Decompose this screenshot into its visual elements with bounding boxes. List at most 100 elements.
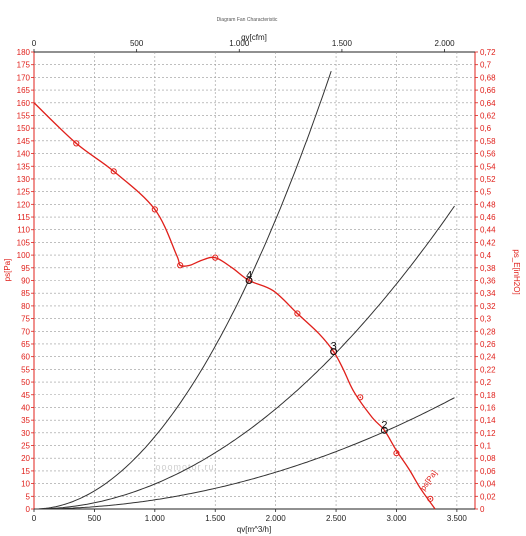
left-tick-label: 180 — [17, 48, 31, 57]
left-tick-label: 35 — [21, 416, 30, 425]
left-tick-label: 20 — [21, 454, 30, 463]
bottom-tick-label: 1.000 — [145, 514, 166, 523]
left-tick-label: 0 — [26, 505, 31, 514]
left-tick-label: 120 — [17, 200, 31, 209]
fan-curve-marker-dot — [179, 264, 181, 267]
operating-point — [380, 426, 388, 434]
left-tick-label: 110 — [17, 226, 30, 235]
fan-curve-marker-dot — [296, 312, 299, 315]
operating-point — [330, 348, 338, 356]
right-tick-label: 0,48 — [480, 200, 496, 209]
left-tick-label: 135 — [17, 162, 31, 171]
right-tick-label: 0,06 — [480, 467, 496, 476]
right-tick-label: 0,02 — [480, 492, 496, 501]
fan-curve-marker — [73, 140, 80, 147]
right-tick-label: 0,26 — [480, 340, 496, 349]
right-tick-label: 0,54 — [480, 162, 496, 171]
right-axis-label: ps_E[inH2O] — [512, 249, 521, 294]
fan-curve-marker — [427, 495, 434, 502]
right-tick-label: 0 — [480, 505, 485, 514]
fan-curve-marker — [212, 254, 219, 261]
right-tick-label: 0,22 — [480, 365, 496, 374]
fan-curve-marker-dot — [248, 279, 250, 282]
right-tick-label: 0,64 — [480, 99, 496, 108]
right-tick-label: 0,7 — [480, 61, 492, 70]
bottom-tick-label: 500 — [88, 514, 102, 523]
left-tick-label: 140 — [17, 150, 31, 159]
right-tick-label: 0,2 — [480, 378, 492, 387]
fan-curve-marker-dot — [75, 142, 78, 145]
left-tick-label: 50 — [21, 378, 30, 387]
fan-curve-marker — [357, 394, 364, 401]
top-tick-label: 0 — [32, 39, 37, 48]
left-tick-label: 45 — [21, 391, 30, 400]
left-tick-label: 15 — [21, 467, 30, 476]
fan-curve-label: ps[Pa] — [419, 469, 439, 493]
right-tick-label: 0,38 — [480, 264, 496, 273]
right-tick-label: 0,66 — [480, 86, 496, 95]
bottom-tick-label: 3.000 — [386, 514, 407, 523]
left-tick-label: 75 — [21, 315, 30, 324]
right-tick-label: 0,32 — [480, 302, 496, 311]
fan-curve-marker-dot — [429, 498, 432, 500]
operating-point-label: 3 — [331, 341, 337, 353]
right-tick-label: 0,72 — [480, 48, 496, 57]
operating-point — [245, 277, 253, 284]
fan-curve — [33, 102, 436, 510]
left-axis-label: ps[Pa] — [3, 259, 12, 282]
left-tick-label: 5 — [26, 492, 31, 501]
right-tick-label: 0,12 — [480, 429, 496, 438]
right-tick-label: 0,58 — [480, 137, 496, 146]
fan-curve-marker-dot — [112, 170, 115, 173]
fan-curve-marker-dot — [332, 350, 335, 353]
right-tick-label: 0,52 — [480, 175, 496, 184]
bottom-tick-label: 2.000 — [266, 514, 287, 523]
left-tick-label: 95 — [21, 264, 30, 273]
right-tick-label: 0,56 — [480, 150, 496, 159]
left-tick-label: 40 — [21, 403, 30, 412]
left-tick-label: 55 — [21, 365, 30, 374]
left-tick-label: 60 — [21, 353, 30, 362]
left-tick-label: 70 — [21, 327, 30, 336]
right-tick-label: 0,6 — [480, 124, 492, 133]
right-tick-label: 0,5 — [480, 188, 492, 197]
left-tick-label: 80 — [21, 302, 30, 311]
top-tick-label: 1.500 — [332, 39, 353, 48]
fan-curve-marker — [294, 310, 301, 317]
right-tick-label: 0,1 — [480, 442, 492, 451]
top-tick-label: 1.000 — [229, 39, 250, 48]
left-tick-label: 100 — [17, 251, 31, 260]
right-tick-label: 0,04 — [480, 480, 496, 489]
top-axis-label: qv[cfm] — [241, 33, 267, 42]
left-tick-label: 155 — [17, 111, 31, 120]
fan-curve-marker — [110, 168, 117, 175]
operating-point-label: 4 — [246, 270, 252, 282]
right-tick-label: 0,4 — [480, 251, 492, 260]
chart-title: Diagram Fan Characteristic — [217, 17, 278, 23]
fan-curve-marker-dot — [214, 256, 217, 259]
top-tick-label: 2.000 — [435, 39, 456, 48]
watermark: ooomotor.ru — [155, 462, 214, 472]
fan-curve-marker — [151, 206, 158, 213]
left-tick-label: 160 — [17, 99, 31, 108]
left-tick-label: 115 — [17, 213, 30, 222]
right-tick-label: 0,42 — [480, 238, 496, 247]
right-tick-label: 0,3 — [480, 315, 492, 324]
right-tick-label: 0,28 — [480, 327, 496, 336]
left-tick-label: 90 — [21, 277, 30, 286]
right-tick-label: 0,68 — [480, 73, 496, 82]
left-tick-label: 170 — [17, 73, 31, 82]
system-curve — [34, 70, 332, 510]
right-tick-label: 0,46 — [480, 213, 496, 222]
right-tick-label: 0,34 — [480, 289, 496, 298]
left-tick-label: 105 — [17, 238, 31, 247]
fan-curve-marker-dot — [359, 396, 362, 399]
bottom-tick-label: 0 — [32, 514, 37, 523]
right-tick-label: 0,14 — [480, 416, 496, 425]
left-tick-label: 65 — [21, 340, 30, 349]
left-tick-label: 10 — [21, 480, 30, 489]
bottom-tick-label: 3.500 — [447, 514, 468, 523]
system-curve — [34, 205, 455, 510]
left-tick-label: 25 — [21, 442, 30, 451]
